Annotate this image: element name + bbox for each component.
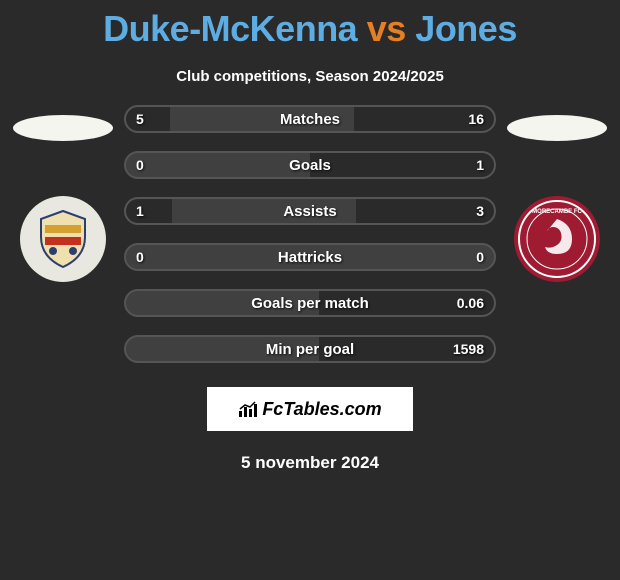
watermark-badge: FcTables.com xyxy=(207,387,413,431)
stat-row: 5Matches16 xyxy=(124,105,496,133)
left-ellipse xyxy=(13,115,113,141)
content-row: 5Matches160Goals11Assists30Hattricks0Goa… xyxy=(0,105,620,381)
date-label: 5 november 2024 xyxy=(0,453,620,473)
subtitle: Club competitions, Season 2024/2025 xyxy=(0,68,620,85)
stat-label: Min per goal xyxy=(126,337,494,361)
left-side xyxy=(8,105,118,282)
stat-value-right: 1 xyxy=(476,153,484,177)
stat-value-right: 0.06 xyxy=(457,291,484,315)
stat-label: Goals per match xyxy=(126,291,494,315)
stat-value-right: 16 xyxy=(468,107,484,131)
page-title: Duke-McKenna vs Jones xyxy=(0,0,620,50)
comparison-card: Duke-McKenna vs Jones Club competitions,… xyxy=(0,0,620,580)
stat-row: Goals per match0.06 xyxy=(124,289,496,317)
right-side: MORECAMBE FC xyxy=(502,105,612,282)
right-ellipse xyxy=(507,115,607,141)
stat-value-right: 0 xyxy=(476,245,484,269)
stat-value-right: 1598 xyxy=(453,337,484,361)
stat-row: 1Assists3 xyxy=(124,197,496,225)
stats-column: 5Matches160Goals11Assists30Hattricks0Goa… xyxy=(118,105,502,381)
player1-name: Duke-McKenna xyxy=(103,8,357,49)
shield-icon xyxy=(31,207,95,271)
watermark-text: FcTables.com xyxy=(262,399,381,420)
stat-row: 0Goals1 xyxy=(124,151,496,179)
shrimp-crest-icon: MORECAMBE FC xyxy=(517,199,597,279)
vs-separator: vs xyxy=(367,8,406,49)
svg-text:MORECAMBE FC: MORECAMBE FC xyxy=(532,209,582,215)
chart-icon xyxy=(238,401,258,417)
left-crest xyxy=(20,196,106,282)
stat-label: Assists xyxy=(126,199,494,223)
stat-row: Min per goal1598 xyxy=(124,335,496,363)
stat-label: Goals xyxy=(126,153,494,177)
stat-label: Hattricks xyxy=(126,245,494,269)
player2-name: Jones xyxy=(415,8,517,49)
stat-row: 0Hattricks0 xyxy=(124,243,496,271)
stat-label: Matches xyxy=(126,107,494,131)
stat-value-right: 3 xyxy=(476,199,484,223)
right-crest: MORECAMBE FC xyxy=(514,196,600,282)
